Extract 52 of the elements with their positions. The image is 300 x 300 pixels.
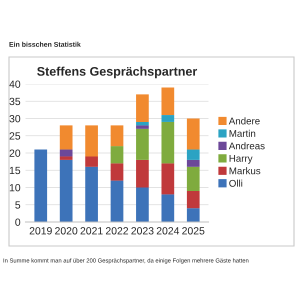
legend-label: Harry [230,155,253,164]
bar [186,160,200,167]
bar [186,208,200,222]
y-tick-label: 20 [10,150,20,157]
y-tick-label: 0 [15,218,20,226]
bar [136,125,149,129]
legend-label: Olli [229,180,242,187]
y-tick-label: 30 [9,115,20,122]
bar [110,163,124,181]
bar [186,118,200,150]
legend-label: Andreas [228,142,265,150]
y-tick-label: 40 [9,80,20,88]
chart-title: Steffens Gesprächspartner [37,66,198,78]
legend-label: Markus [230,167,260,174]
bar [161,163,174,194]
bar [136,122,149,126]
bar [110,180,124,222]
bar [161,122,174,164]
bar [136,160,149,188]
x-tick-label: 2025 [182,227,204,235]
x-tick-label: 2021 [80,227,103,235]
y-tick-label: 10 [10,184,20,192]
bar [85,156,98,167]
x-tick-label: 2022 [106,227,128,235]
bar [60,156,73,160]
x-tick-label: 2019 [30,227,52,235]
bar [161,87,174,116]
bar [161,115,174,122]
bar [161,194,174,222]
legend-label: Martin [230,130,256,137]
bar [34,150,48,222]
bar [85,166,98,222]
bar [136,128,149,160]
y-tick-label: 15 [10,166,20,174]
bar [110,125,124,146]
bar [85,125,98,156]
bar [136,94,149,122]
x-tick-label: 2020 [55,227,78,235]
bar [136,188,149,222]
legend-label: Andere [228,117,260,124]
bar [60,150,73,156]
x-tick-label: 2024 [156,227,180,235]
bar [60,160,73,222]
x-tick-label: 2023 [131,227,154,235]
bar [186,166,200,191]
y-tick-label: 5 [15,201,20,209]
y-tick-label: 25 [10,132,20,140]
bar [110,146,124,164]
bar [186,150,200,160]
bar [60,125,73,150]
y-tick-label: 35 [9,98,20,106]
bar [186,190,200,208]
